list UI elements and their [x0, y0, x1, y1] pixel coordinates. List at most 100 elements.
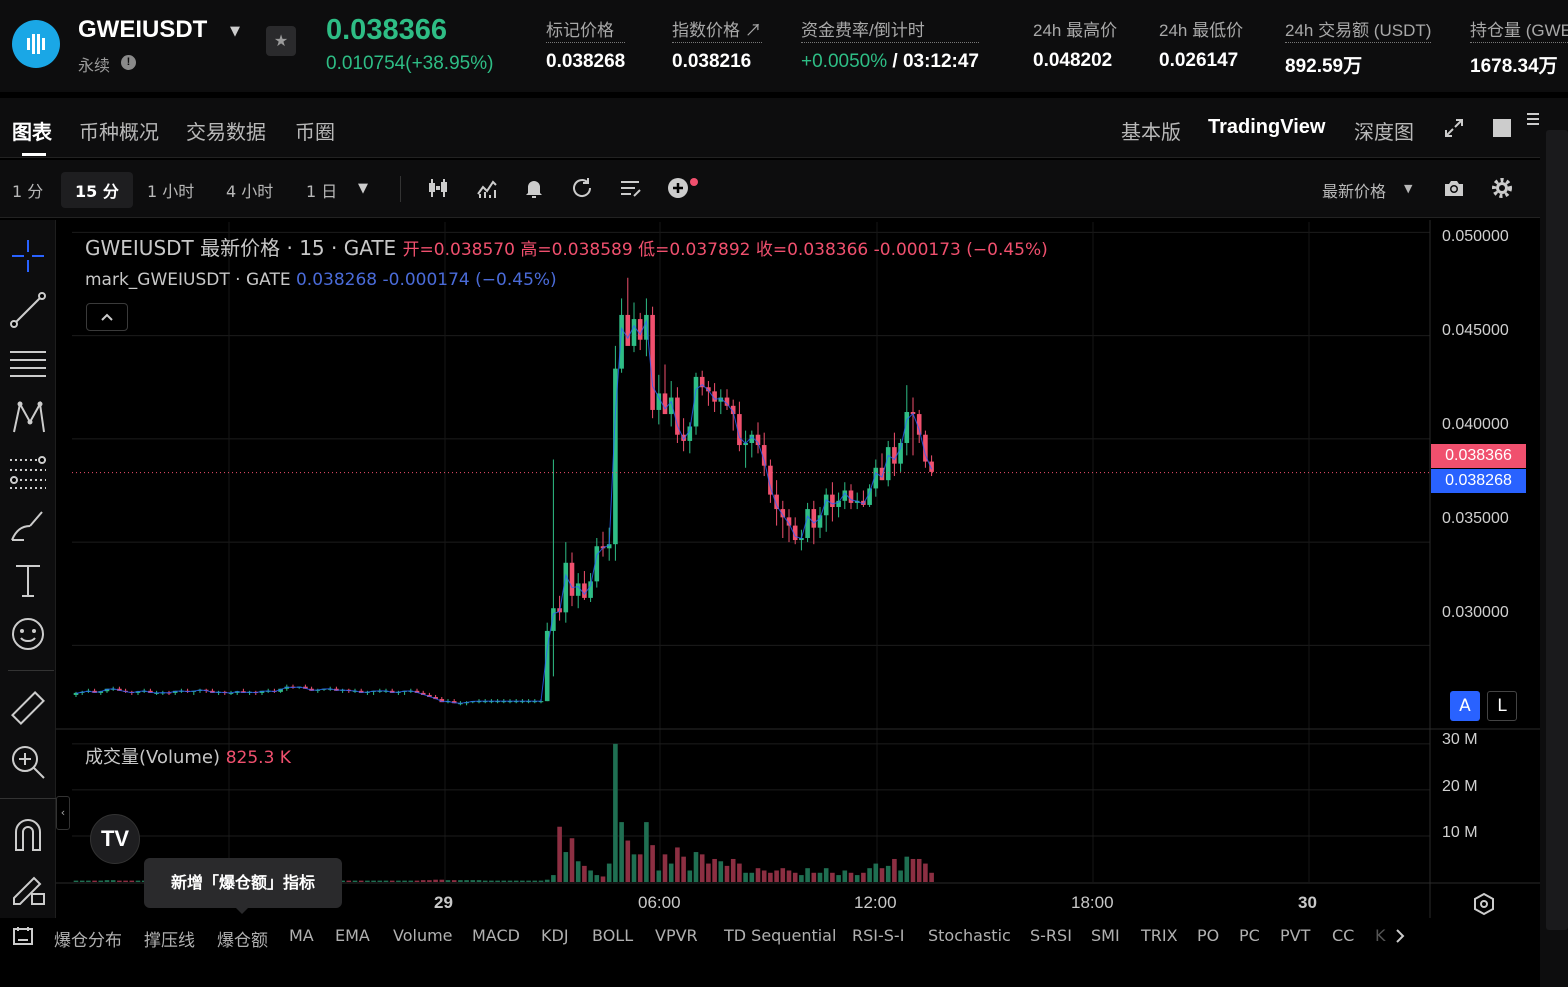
timeframe-1d[interactable]: 1 日 [306, 182, 338, 201]
indicator-vpvr[interactable]: VPVR [655, 926, 698, 945]
indicator-liquidation-amount[interactable]: 爆仓额 [217, 931, 268, 951]
mark-price-tag: 0.038268 [1431, 469, 1526, 493]
stat-label: 资金费率/倒计时 [801, 16, 980, 43]
indicator-stochastic[interactable]: Stochastic [928, 926, 1011, 945]
favorite-star-button[interactable]: ★ [266, 26, 296, 56]
ruler-icon[interactable] [8, 688, 48, 728]
volume-bar [427, 880, 432, 882]
stat-mark-price[interactable]: 标记价格 0.038268 [546, 16, 626, 73]
volume-series-name: 成交量(Volume) [85, 747, 220, 768]
indicator-rsi-s-i[interactable]: RSI-S-I [852, 926, 905, 945]
indicator-s-rsi[interactable]: S-RSI [1030, 926, 1072, 945]
chevron-right-icon[interactable] [1392, 927, 1408, 945]
indicator-macd[interactable]: MACD [472, 926, 520, 945]
price-chart[interactable] [56, 220, 1540, 920]
brush-icon[interactable] [8, 506, 48, 546]
alert-icon[interactable] [522, 176, 546, 200]
indicator-smi[interactable]: SMI [1091, 926, 1120, 945]
view-basic[interactable]: 基本版 [1121, 120, 1181, 144]
tab-community[interactable]: 币圈 [295, 120, 335, 144]
indicator-volume[interactable]: Volume [393, 926, 453, 945]
candle-body [693, 376, 699, 427]
indicator-td-sequential[interactable]: TD Sequential [724, 926, 837, 945]
stat-open-interest[interactable]: 持仓量 (GWEI) 1678.34万 [1470, 16, 1568, 78]
indicator-kdj[interactable]: KDJ [541, 926, 569, 945]
collapse-toolbar-button[interactable]: ‹ [56, 796, 70, 830]
indicator-more-truncated[interactable]: K [1375, 926, 1386, 945]
chart-tab-bar [0, 98, 1540, 158]
timeframe-1m[interactable]: 1 分 [12, 182, 44, 201]
indicators-icon[interactable] [475, 176, 499, 200]
fibonacci-icon[interactable] [8, 452, 48, 492]
auto-scale-button[interactable]: A [1450, 691, 1480, 721]
volume-bar [792, 872, 798, 882]
indicator-support-resistance[interactable]: 撑压线 [144, 931, 195, 951]
timeframe-4h[interactable]: 4 小时 [226, 182, 274, 201]
volume-bar [613, 743, 618, 882]
calendar-icon[interactable] [12, 926, 34, 946]
pair-name[interactable]: GWEIUSDT [78, 16, 208, 43]
horizontal-lines-icon[interactable] [8, 344, 48, 384]
tab-chart[interactable]: 图表 [12, 120, 52, 144]
pattern-icon[interactable] [8, 398, 48, 438]
crosshair-icon[interactable] [8, 236, 48, 276]
templates-icon[interactable] [618, 176, 642, 200]
timeframe-15m[interactable]: 15 分 [61, 172, 133, 208]
stat-24h-turnover[interactable]: 24h 交易额 (USDT) 892.59万 [1285, 16, 1432, 78]
view-depth-chart[interactable]: 深度图 [1354, 120, 1414, 144]
candle-body [619, 314, 624, 369]
indicator-ema[interactable]: EMA [335, 926, 370, 945]
tradingview-logo[interactable]: TV [90, 814, 140, 864]
volume-bar [135, 880, 141, 882]
zoom-in-icon[interactable] [8, 742, 48, 782]
text-icon[interactable] [8, 560, 48, 600]
log-scale-button[interactable]: L [1487, 691, 1517, 721]
expand-icon[interactable] [1444, 118, 1464, 138]
indicator-pc[interactable]: PC [1239, 926, 1260, 945]
pair-dropdown-icon[interactable]: ▼ [230, 24, 240, 39]
tab-coin-overview[interactable]: 币种概况 [79, 120, 159, 144]
price-type-dropdown-icon[interactable]: ▼ [1404, 182, 1413, 195]
view-tradingview[interactable]: TradingView [1208, 116, 1326, 138]
volume-bar [737, 863, 742, 882]
volume-bar [885, 865, 891, 882]
candle-body [656, 393, 662, 410]
volume-bar [420, 880, 426, 882]
window-mode-icon[interactable] [1493, 119, 1511, 137]
chart-settings-icon[interactable] [1472, 892, 1496, 916]
menu-icon[interactable] [1527, 112, 1539, 128]
camera-icon[interactable] [1442, 176, 1466, 200]
indicator-trix[interactable]: TRIX [1141, 926, 1178, 945]
magnet-icon[interactable] [8, 814, 48, 854]
replay-icon[interactable] [570, 176, 594, 200]
lock-drawing-icon[interactable] [8, 868, 48, 908]
timeframe-1h[interactable]: 1 小时 [147, 182, 195, 201]
indicator-pvt[interactable]: PVT [1280, 926, 1311, 945]
time-axis-label: 29 [434, 893, 453, 912]
add-icon[interactable] [666, 176, 690, 200]
chart-canvas[interactable] [56, 220, 1540, 920]
indicator-ma[interactable]: MA [289, 926, 314, 945]
collapse-legend-button[interactable] [86, 303, 128, 331]
volume-bar [451, 880, 457, 882]
info-icon[interactable]: ! [121, 55, 136, 70]
timeframe-dropdown-icon[interactable]: ▼ [358, 181, 368, 196]
indicator-liquidation-map[interactable]: 爆仓分布 [54, 931, 122, 951]
volume-bar [588, 870, 593, 882]
stat-index-price[interactable]: 指数价格 ↗ 0.038216 [672, 16, 762, 73]
indicator-po[interactable]: PO [1197, 926, 1220, 945]
chevron-up-icon [101, 313, 113, 321]
candle-body [358, 690, 364, 693]
page-scrollbar-thumb[interactable] [1546, 130, 1568, 930]
stat-funding-rate[interactable]: 资金费率/倒计时 +0.0050% / 03:12:47 [801, 16, 980, 73]
volume-bar [433, 879, 438, 882]
candle-type-icon[interactable] [426, 176, 450, 200]
indicator-cc[interactable]: CC [1332, 926, 1355, 945]
volume-bar [365, 880, 370, 882]
tab-trading-data[interactable]: 交易数据 [186, 120, 266, 144]
emoji-icon[interactable] [8, 614, 48, 654]
indicator-boll[interactable]: BOLL [592, 926, 634, 945]
trend-line-icon[interactable] [8, 290, 48, 330]
price-type-select[interactable]: 最新价格 [1322, 182, 1387, 201]
gear-icon[interactable] [1490, 176, 1514, 200]
